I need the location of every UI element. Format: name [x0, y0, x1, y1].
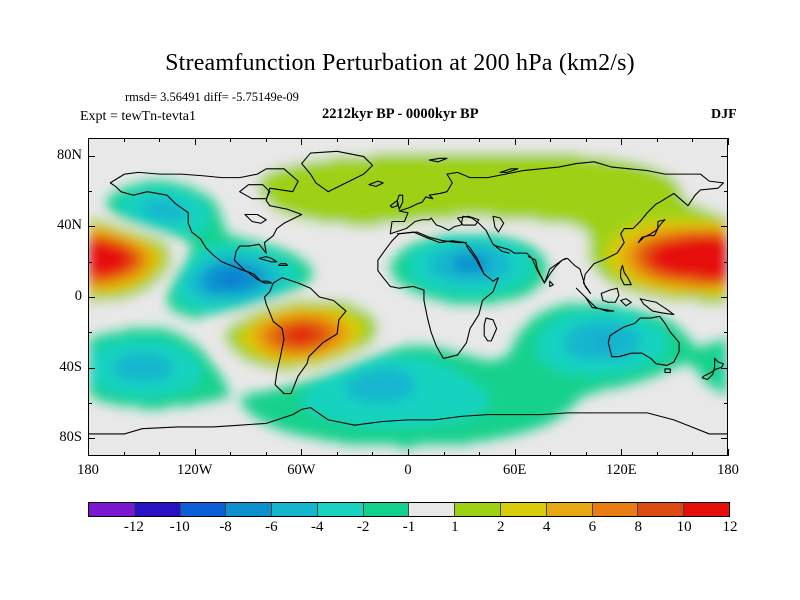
colorbar-tick-label: -6 [265, 519, 278, 535]
coastline [389, 161, 725, 295]
coastline [368, 180, 384, 187]
y-axis-tick-label: 40S [59, 358, 82, 375]
colorbar-segment [592, 503, 639, 516]
season-label: DJF [711, 107, 737, 122]
coastline [457, 215, 480, 226]
y-axis-tick-label: 0 [74, 288, 82, 304]
coastline [607, 315, 680, 367]
x-axis-tick-label: 180 [717, 462, 739, 478]
contour-band [113, 198, 642, 403]
colorbar-tick-label: 2 [496, 519, 505, 535]
coastline [263, 277, 347, 395]
colorbar-segment [317, 503, 364, 516]
coastline [600, 287, 620, 303]
colorbar-segment [546, 503, 593, 516]
colorbar-segment [638, 503, 685, 516]
coastline [639, 298, 675, 316]
y-axis-tick-label: 40N [57, 217, 82, 234]
axis-tick [728, 138, 729, 145]
contour-band [89, 219, 727, 364]
coastline [549, 280, 554, 288]
coastline [492, 243, 510, 254]
axis-tick [728, 449, 729, 456]
coastline [527, 256, 567, 284]
coastline [89, 407, 727, 435]
colorbar-segment [272, 503, 318, 516]
colorbar-labels: -12 -10 -8 -6 -4 -2 -1 1 2 4 6 8 10 12 [88, 519, 738, 539]
coastline [278, 263, 289, 266]
y-axis-tick-label: 80N [57, 146, 82, 163]
map-plot-area [88, 138, 728, 456]
x-axis-tick-label: 180 [77, 462, 99, 478]
x-axis-tick-label: 60E [502, 462, 527, 478]
colorbar-segment [226, 503, 273, 516]
coastline-overlay [89, 150, 727, 435]
coastline [620, 264, 632, 286]
colorbar-tick-label: -2 [356, 519, 370, 535]
coastline [637, 219, 666, 244]
colorbar-segment [409, 503, 456, 516]
x-axis-tick-label: 0 [404, 462, 412, 478]
colorbar-segment [684, 503, 729, 516]
colorbar-tick-label: 8 [634, 519, 643, 535]
colorbar-tick-label: 4 [542, 519, 551, 535]
colorbar-segment [455, 503, 502, 516]
coastline [492, 215, 505, 233]
coastline [499, 168, 519, 173]
contour-band [223, 275, 242, 283]
coastline [396, 194, 404, 210]
coastline [701, 357, 725, 381]
colorbar-tick-label: -8 [219, 519, 232, 535]
x-axis-tick-label: 120E [606, 462, 637, 478]
colorbar-segment [134, 503, 181, 516]
colorbar-tick-label: -1 [402, 519, 416, 535]
colorbar-tick-label: -12 [123, 519, 144, 535]
experiment-label: Expt = tewTn-tevta1 [80, 109, 196, 124]
coastline [664, 368, 671, 374]
contour-band [89, 237, 727, 343]
colorbar-segment [89, 503, 135, 516]
period-label: 2212kyr BP - 0000kyr BP [322, 106, 479, 122]
colorbar-tick-label: -10 [169, 519, 190, 535]
x-axis-tick-label: 60W [287, 462, 316, 478]
coastline [109, 168, 303, 284]
colorbar-tick-label: 10 [676, 519, 692, 535]
coastline [428, 157, 448, 163]
coastline [301, 150, 374, 193]
coastline [244, 213, 267, 224]
x-axis-tick-label: 120W [176, 462, 213, 478]
coastline [483, 317, 498, 342]
contour-field [89, 139, 727, 455]
coastline [396, 231, 468, 244]
coastline [389, 199, 398, 209]
colorbar-tick-label: -4 [311, 519, 324, 535]
colorbar-tick-label: 1 [451, 519, 459, 535]
rmsd-annotation: rmsd= 3.56491 diff= -5.75149e-09 [125, 90, 299, 104]
colorbar-segment [501, 503, 547, 516]
coastline [465, 245, 485, 275]
coastline [239, 184, 271, 200]
colorbar-tick-label: 6 [588, 519, 597, 535]
contour-band [89, 188, 727, 427]
chart-title: Streamfunction Perturbation at 200 hPa (… [165, 50, 635, 76]
y-axis-tick-label: 80S [59, 429, 82, 446]
coastline [575, 287, 615, 312]
colorbar-segment [180, 503, 227, 516]
colorbar-segment [363, 503, 410, 516]
coastline [258, 256, 278, 263]
coastline [620, 298, 632, 307]
contour-band [89, 153, 727, 371]
colorbar-tick-label: 12 [722, 519, 738, 535]
colorbar [88, 502, 730, 517]
coastline [377, 231, 499, 359]
